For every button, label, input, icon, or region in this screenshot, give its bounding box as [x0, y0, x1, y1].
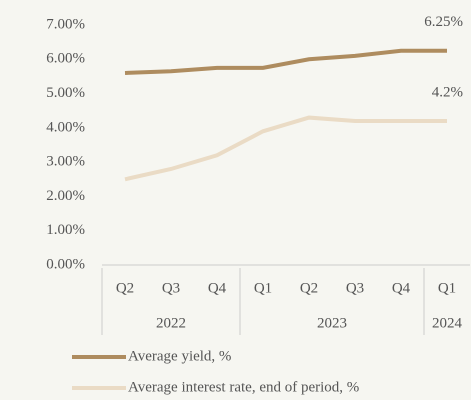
y-tick-label: 6.00% — [46, 51, 85, 67]
x-tick-label: Q3 — [346, 280, 364, 296]
y-tick-label: 7.00% — [46, 16, 85, 32]
x-tick-label: Q1 — [254, 280, 272, 296]
y-tick-label: 2.00% — [46, 188, 85, 204]
x-group-label: 2022 — [156, 315, 186, 331]
x-tick-label: Q2 — [300, 280, 318, 296]
x-tick-label: Q4 — [392, 280, 411, 296]
legend-label: Average interest rate, end of period, % — [128, 379, 359, 395]
series-line — [124, 48, 447, 75]
y-tick-label: 4.00% — [46, 119, 85, 135]
x-tick-label: Q2 — [116, 280, 134, 296]
x-tick-label: Q3 — [162, 280, 180, 296]
y-tick-label: 0.00% — [46, 256, 85, 272]
x-group-label: 2023 — [317, 315, 347, 331]
x-tick-label: Q4 — [208, 280, 227, 296]
y-tick-label: 1.00% — [46, 222, 85, 238]
data-label: 4.2% — [432, 84, 463, 100]
x-group-label: 2024 — [432, 315, 463, 331]
data-label: 6.25% — [424, 14, 463, 30]
y-tick-label: 3.00% — [46, 154, 85, 170]
legend-label: Average yield, % — [128, 348, 231, 364]
y-tick-label: 5.00% — [46, 85, 85, 101]
series-line — [124, 115, 447, 182]
x-tick-label: Q1 — [438, 280, 456, 296]
